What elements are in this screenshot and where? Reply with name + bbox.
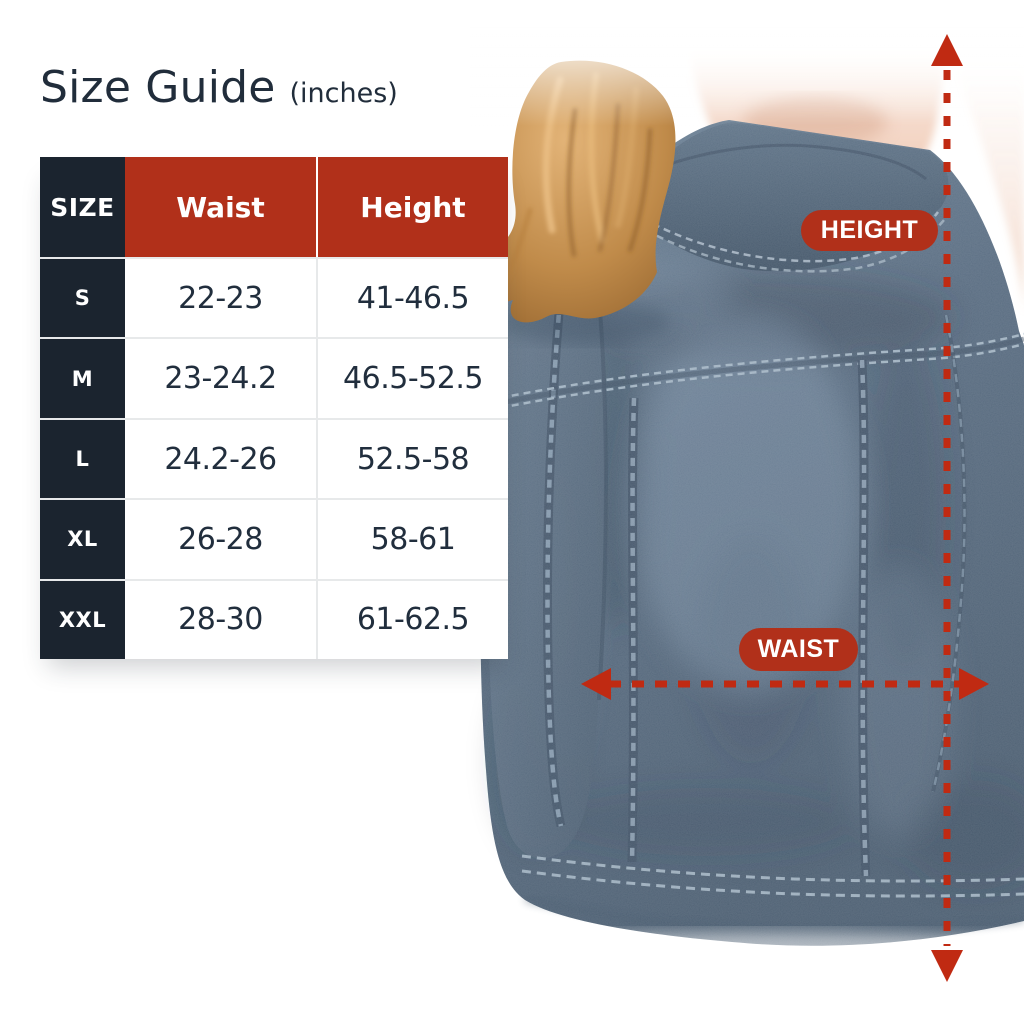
waist-badge: WAIST <box>739 628 858 671</box>
table-row: S 22-23 41-46.5 <box>40 257 508 338</box>
size-cell: L <box>40 419 125 499</box>
top-light-fade <box>470 26 1024 126</box>
size-cell: S <box>40 259 125 338</box>
waist-cell: 24.2-26 <box>125 419 318 499</box>
table-header-row: SIZE Waist Height <box>40 157 508 257</box>
table-row: L 24.2-26 52.5-58 <box>40 417 508 499</box>
column-header-height: Height <box>318 157 508 257</box>
height-cell: 61-62.5 <box>318 580 508 660</box>
table-row: M 23-24.2 46.5-52.5 <box>40 337 508 418</box>
waist-cell: 23-24.2 <box>125 339 318 418</box>
column-header-waist: Waist <box>125 157 318 257</box>
size-table: SIZE Waist Height S 22-23 41-46.5 M 23-2… <box>40 157 508 660</box>
column-header-size: SIZE <box>40 157 125 257</box>
table-row: XL 26-28 58-61 <box>40 498 508 579</box>
page-title: Size Guide (inches) <box>40 62 398 113</box>
height-cell: 52.5-58 <box>318 419 508 499</box>
table-row: XXL 28-30 61-62.5 <box>40 578 508 660</box>
size-cell: M <box>40 339 125 418</box>
title-text: Size Guide <box>40 62 276 113</box>
height-cell: 58-61 <box>318 500 508 579</box>
height-cell: 46.5-52.5 <box>318 339 508 418</box>
bottom-fade <box>440 932 1024 988</box>
size-cell: XL <box>40 500 125 579</box>
waist-cell: 28-30 <box>125 580 318 660</box>
denim-jacket <box>480 120 1024 946</box>
height-cell: 41-46.5 <box>318 259 508 338</box>
height-badge: HEIGHT <box>801 210 938 251</box>
waist-cell: 22-23 <box>125 259 318 338</box>
size-cell: XXL <box>40 580 125 660</box>
waist-cell: 26-28 <box>125 500 318 579</box>
title-unit: (inches) <box>289 78 398 109</box>
